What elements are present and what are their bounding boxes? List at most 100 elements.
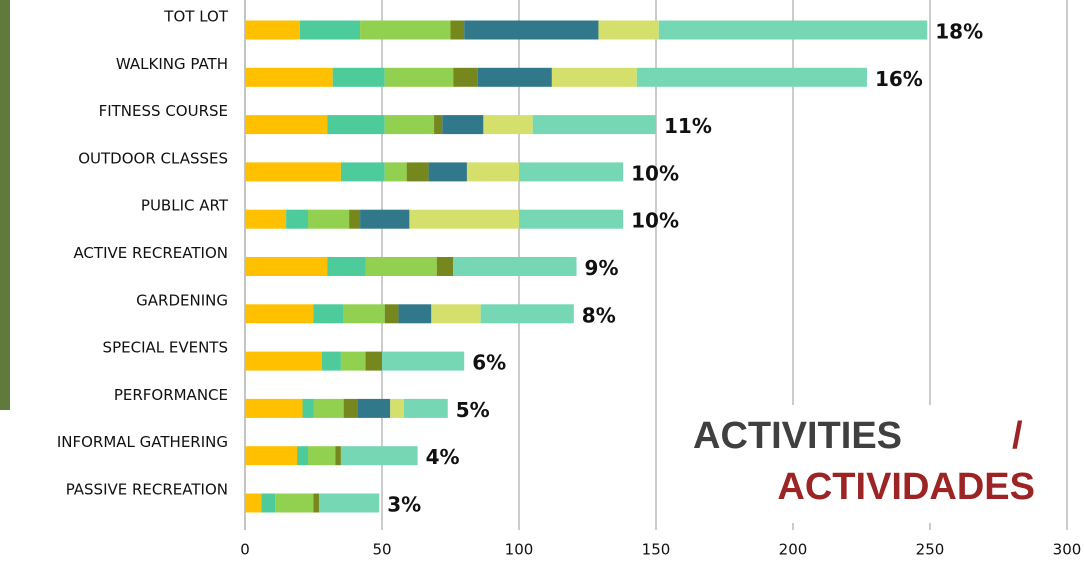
- bar-segment: [327, 257, 365, 276]
- bar-segment: [519, 210, 623, 229]
- annotation: ACTIVITIES: [693, 415, 902, 457]
- total-label: 3%: [387, 493, 421, 517]
- bar-segment: [481, 304, 574, 323]
- bar-segment: [314, 399, 344, 418]
- category-label: FITNESS COURSE: [99, 102, 228, 120]
- category-label: INFORMAL GATHERING: [57, 433, 228, 451]
- bar-segment: [308, 446, 335, 465]
- bar-segment: [385, 115, 434, 134]
- category-label: PUBLIC ART: [141, 197, 229, 215]
- bar-segment: [407, 162, 429, 181]
- bar-segment: [451, 21, 465, 40]
- bar-segment: [245, 494, 261, 513]
- bar-segment: [245, 68, 333, 87]
- bar-segment: [385, 68, 454, 87]
- bar-segment: [344, 304, 385, 323]
- bar-segment: [275, 494, 313, 513]
- total-label: 4%: [426, 445, 460, 469]
- bar-segment: [349, 210, 360, 229]
- bar-segment: [464, 21, 598, 40]
- bar-segment: [341, 162, 385, 181]
- x-tick-label: 150: [642, 541, 671, 559]
- category-label: TOT LOT: [163, 8, 229, 26]
- bar-segment: [245, 304, 314, 323]
- x-tick-label: 100: [505, 541, 534, 559]
- photo-edge: [0, 0, 10, 410]
- bar-segment: [409, 210, 519, 229]
- x-tick-label: 200: [779, 541, 808, 559]
- total-label: 9%: [585, 256, 619, 280]
- bar-segment: [385, 162, 407, 181]
- bar-segment: [341, 352, 366, 371]
- bar-segment: [319, 494, 379, 513]
- bar-segment: [429, 162, 467, 181]
- bar-segment: [467, 162, 519, 181]
- category-label: PERFORMANCE: [114, 386, 228, 404]
- category-label: PASSIVE RECREATION: [66, 481, 228, 499]
- bar-segment: [483, 115, 532, 134]
- total-label: 10%: [631, 161, 679, 185]
- bar-segment: [303, 399, 314, 418]
- category-label: WALKING PATH: [116, 55, 228, 73]
- bar-segment: [245, 210, 286, 229]
- bar-segment: [519, 162, 623, 181]
- x-tick-label: 250: [916, 541, 945, 559]
- bar-segment: [598, 21, 658, 40]
- bar-segment: [308, 210, 349, 229]
- bar-segment: [314, 304, 344, 323]
- total-label: 6%: [472, 351, 506, 375]
- bar-segment: [245, 399, 303, 418]
- bar-segment: [404, 399, 448, 418]
- bar-segment: [533, 115, 656, 134]
- bar-segment: [261, 494, 275, 513]
- category-label: ACTIVE RECREATION: [73, 244, 228, 262]
- bar-segment: [385, 304, 399, 323]
- bar-segment: [335, 446, 340, 465]
- bar-segment: [431, 304, 480, 323]
- bar-segment: [322, 352, 341, 371]
- total-label: 18%: [935, 20, 983, 44]
- bar-segment: [552, 68, 637, 87]
- annotation: /: [1012, 415, 1023, 457]
- bar-segment: [453, 68, 478, 87]
- bar-segment: [344, 399, 358, 418]
- category-label: SPECIAL EVENTS: [103, 339, 228, 357]
- bar-segment: [341, 446, 418, 465]
- bar-segment: [245, 257, 327, 276]
- bar-segment: [442, 115, 483, 134]
- bar-segment: [297, 446, 308, 465]
- category-label: GARDENING: [136, 291, 228, 309]
- annotation: ACTIVIDADES: [777, 466, 1035, 508]
- bar-segment: [366, 257, 437, 276]
- bar-segment: [300, 21, 360, 40]
- bar-segment: [314, 494, 319, 513]
- bar-segment: [357, 399, 390, 418]
- x-tick-label: 50: [372, 541, 391, 559]
- bar-segment: [637, 68, 867, 87]
- bar-segment: [390, 399, 404, 418]
- bar-segment: [366, 352, 382, 371]
- bar-segment: [333, 68, 385, 87]
- bar-segment: [437, 257, 453, 276]
- x-tick-label: 300: [1053, 541, 1082, 559]
- chart: 0 50 100 150 200 250 300 TOT LOT 18% WALKING PAT…: [0, 0, 1084, 564]
- total-label: 10%: [631, 209, 679, 233]
- total-label: 8%: [582, 303, 616, 327]
- bar-segment: [245, 446, 297, 465]
- total-label: 5%: [456, 398, 490, 422]
- bar-segment: [398, 304, 431, 323]
- bar-segment: [360, 210, 409, 229]
- bar-segment: [360, 21, 450, 40]
- bar-segment: [245, 352, 322, 371]
- bar-segment: [659, 21, 928, 40]
- bar-segment: [245, 115, 327, 134]
- bar-segment: [286, 210, 308, 229]
- total-label: 16%: [875, 67, 923, 91]
- category-label: OUTDOOR CLASSES: [78, 149, 228, 167]
- total-label: 11%: [664, 114, 712, 138]
- bar-segment: [327, 115, 385, 134]
- bar-segment: [245, 162, 341, 181]
- x-tick-label: 0: [240, 541, 250, 559]
- bar-segment: [453, 257, 576, 276]
- bar-segment: [382, 352, 464, 371]
